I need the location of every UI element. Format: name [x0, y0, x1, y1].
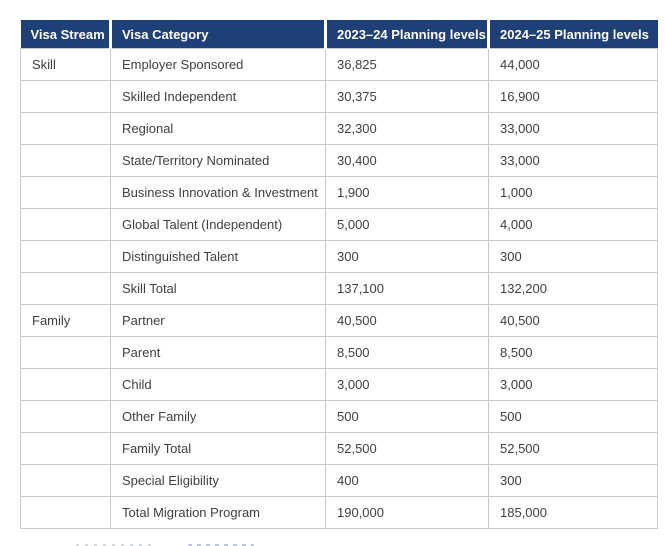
table-row: Regional 32,300 33,000 — [20, 112, 658, 145]
table-cell-planning-2024-25: 52,500 — [488, 432, 658, 465]
table-cell-planning-2023-24: 30,375 — [325, 80, 489, 113]
table-cell-planning-2024-25: 500 — [488, 400, 658, 433]
table-cell-planning-2024-25: 3,000 — [488, 368, 658, 401]
table-cell-visa-stream — [20, 464, 111, 497]
table-cell-visa-category: Special Eligibility — [110, 464, 326, 497]
table-cell-planning-2024-25: 44,000 — [488, 48, 658, 81]
column-header-planning-2024-25: 2024–25 Planning levels — [487, 20, 658, 49]
table-cell-visa-category: Skill Total — [110, 272, 326, 305]
table-cell-visa-category: Employer Sponsored — [110, 48, 326, 81]
column-header-planning-2023-24: 2023–24 Planning levels — [324, 20, 489, 49]
table-cell-visa-stream — [20, 240, 111, 273]
table-cell-visa-stream — [20, 80, 111, 113]
table-cell-visa-category: Business Innovation & Investment — [110, 176, 326, 209]
table-cell-planning-2023-24: 8,500 — [325, 336, 489, 369]
table-cell-visa-category: State/Territory Nominated — [110, 144, 326, 177]
table-cell-visa-category: Skilled Independent — [110, 80, 326, 113]
table-cell-planning-2024-25: 33,000 — [488, 112, 658, 145]
table-cell-visa-stream — [20, 368, 111, 401]
table-cell-visa-stream — [20, 144, 111, 177]
cutoff-link-remnant — [188, 544, 254, 546]
table-cell-visa-category: Regional — [110, 112, 326, 145]
table-cell-visa-category: Distinguished Talent — [110, 240, 326, 273]
table-cell-planning-2024-25: 33,000 — [488, 144, 658, 177]
table-header-row: Visa Stream Visa Category 2023–24 Planni… — [20, 20, 658, 49]
table-cell-visa-category: Parent — [110, 336, 326, 369]
table-cell-visa-stream: Skill — [20, 48, 111, 81]
table-cell-planning-2023-24: 1,900 — [325, 176, 489, 209]
table-cell-planning-2024-25: 8,500 — [488, 336, 658, 369]
table-cell-visa-stream — [20, 112, 111, 145]
planning-levels-table: Visa Stream Visa Category 2023–24 Planni… — [20, 20, 658, 529]
table-cell-planning-2023-24: 52,500 — [325, 432, 489, 465]
table-cell-planning-2023-24: 32,300 — [325, 112, 489, 145]
table-row: Skilled Independent 30,375 16,900 — [20, 80, 658, 113]
table-cell-planning-2024-25: 300 — [488, 240, 658, 273]
table-row: Family Partner 40,500 40,500 — [20, 304, 658, 337]
table-row: Parent 8,500 8,500 — [20, 336, 658, 369]
table-row: Family Total 52,500 52,500 — [20, 432, 658, 465]
table-cell-visa-category: Other Family — [110, 400, 326, 433]
table-cell-planning-2024-25: 132,200 — [488, 272, 658, 305]
table-row: Other Family 500 500 — [20, 400, 658, 433]
table-cell-visa-category: Total Migration Program — [110, 496, 326, 529]
table-row: Skill Total 137,100 132,200 — [20, 272, 658, 305]
table-row: Business Innovation & Investment 1,900 1,0… — [20, 176, 658, 209]
table-cell-planning-2023-24: 400 — [325, 464, 489, 497]
table-cell-visa-stream — [20, 176, 111, 209]
table-cell-visa-stream — [20, 432, 111, 465]
table-cell-planning-2023-24: 500 — [325, 400, 489, 433]
table-row: Skill Employer Sponsored 36,825 44,000 — [20, 48, 658, 81]
table-cell-planning-2023-24: 5,000 — [325, 208, 489, 241]
table-cell-planning-2023-24: 137,100 — [325, 272, 489, 305]
table-cell-planning-2024-25: 40,500 — [488, 304, 658, 337]
table-cell-planning-2024-25: 300 — [488, 464, 658, 497]
table-cell-visa-category: Family Total — [110, 432, 326, 465]
table-cell-visa-stream — [20, 208, 111, 241]
table-cell-planning-2023-24: 190,000 — [325, 496, 489, 529]
table-cell-visa-category: Global Talent (Independent) — [110, 208, 326, 241]
table-row: Special Eligibility 400 300 — [20, 464, 658, 497]
table-cell-planning-2023-24: 300 — [325, 240, 489, 273]
table-cell-visa-stream — [20, 400, 111, 433]
table-row: State/Territory Nominated 30,400 33,000 — [20, 144, 658, 177]
table-cell-visa-stream: Family — [20, 304, 111, 337]
table-cell-planning-2023-24: 40,500 — [325, 304, 489, 337]
migration-planning-table: Visa Stream Visa Category 2023–24 Planni… — [20, 20, 658, 529]
table-cell-planning-2024-25: 1,000 — [488, 176, 658, 209]
table-cell-planning-2024-25: 185,000 — [488, 496, 658, 529]
table-cell-visa-category: Child — [110, 368, 326, 401]
table-cell-visa-stream — [20, 272, 111, 305]
table-row: Distinguished Talent 300 300 — [20, 240, 658, 273]
table-cell-planning-2023-24: 30,400 — [325, 144, 489, 177]
column-header-visa-category: Visa Category — [109, 20, 326, 49]
cutoff-text-remnant — [76, 544, 152, 546]
table-row: Global Talent (Independent) 5,000 4,000 — [20, 208, 658, 241]
table-row: Child 3,000 3,000 — [20, 368, 658, 401]
table-cell-visa-stream — [20, 336, 111, 369]
table-cell-planning-2023-24: 36,825 — [325, 48, 489, 81]
column-header-visa-stream: Visa Stream — [20, 20, 111, 49]
table-cell-planning-2024-25: 4,000 — [488, 208, 658, 241]
table-cell-planning-2023-24: 3,000 — [325, 368, 489, 401]
table-cell-planning-2024-25: 16,900 — [488, 80, 658, 113]
table-cell-visa-stream — [20, 496, 111, 529]
table-cell-visa-category: Partner — [110, 304, 326, 337]
table-row: Total Migration Program 190,000 185,000 — [20, 496, 658, 529]
